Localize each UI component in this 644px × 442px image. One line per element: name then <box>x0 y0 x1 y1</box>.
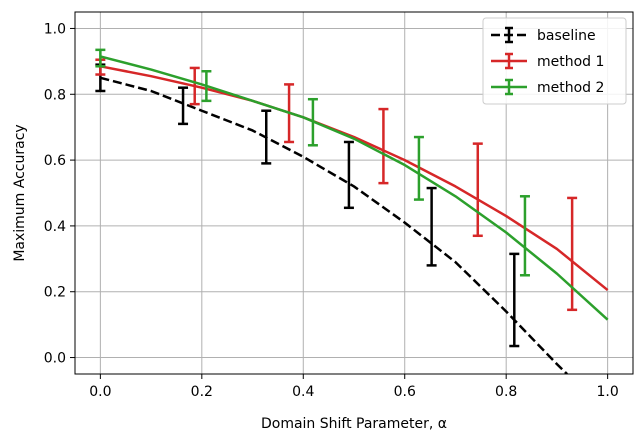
error-bar-method-1-3 <box>378 107 389 185</box>
error-bar-method-2-2 <box>307 97 318 147</box>
error-bar-method-2-3 <box>413 135 424 201</box>
error-bar-baseline-4 <box>426 186 437 267</box>
y-tick-label-1: 0.2 <box>44 285 66 301</box>
x-tick-label-2: 0.4 <box>292 384 314 400</box>
x-tick-label-0: 0.0 <box>89 384 111 400</box>
y-tick-label-0: 0.0 <box>44 351 66 367</box>
series-method-2 <box>95 48 609 321</box>
legend-item-method-1: method 1 <box>491 52 604 70</box>
legend-item-baseline: baseline <box>491 26 596 44</box>
y-tick-label-2: 0.4 <box>44 219 66 235</box>
series-line-method-1 <box>100 65 609 292</box>
x-tick-label-4: 0.8 <box>495 384 517 400</box>
axis-ticks: 0.0 0.2 0.4 0.6 0.8 1.0 0.0 0.2 0.4 0.6 0.8 1.0 <box>44 21 619 400</box>
plot-frame <box>74 11 634 375</box>
y-tick-label-4: 0.8 <box>44 87 66 103</box>
legend-box <box>482 17 627 105</box>
x-tick-label-1: 0.2 <box>191 384 213 400</box>
series-group <box>95 48 609 374</box>
series-line-method-2 <box>100 55 609 321</box>
x-axis-label: Domain Shift Parameter, α <box>261 416 447 432</box>
x-tick-label-5: 1.0 <box>597 384 619 400</box>
x-tick-label-3: 0.6 <box>394 384 416 400</box>
error-bar-baseline-2 <box>261 109 272 165</box>
series-line-baseline <box>100 76 568 374</box>
legend-item-method-2: method 2 <box>491 78 604 96</box>
legend-label-method-2: method 2 <box>537 80 604 96</box>
error-bar-baseline-5 <box>509 252 520 348</box>
legend-label-method-1: method 1 <box>537 54 604 70</box>
error-bar-baseline-3 <box>343 140 354 210</box>
legend: baseline method 1 method 2 <box>482 17 627 105</box>
y-axis-label: Maximum Accuracy <box>12 124 28 261</box>
error-bar-method-1-1 <box>189 66 200 106</box>
error-bar-method-1-4 <box>472 142 483 238</box>
error-bar-baseline-1 <box>178 86 189 126</box>
error-bar-method-2-1 <box>201 69 212 103</box>
y-tick-label-3: 0.6 <box>44 153 66 169</box>
error-bar-method-1-5 <box>567 196 578 312</box>
legend-label-baseline: baseline <box>537 28 596 44</box>
error-bar-method-2-0 <box>95 48 106 68</box>
error-bar-method-2-4 <box>519 195 530 277</box>
y-tick-label-5: 1.0 <box>44 21 66 37</box>
